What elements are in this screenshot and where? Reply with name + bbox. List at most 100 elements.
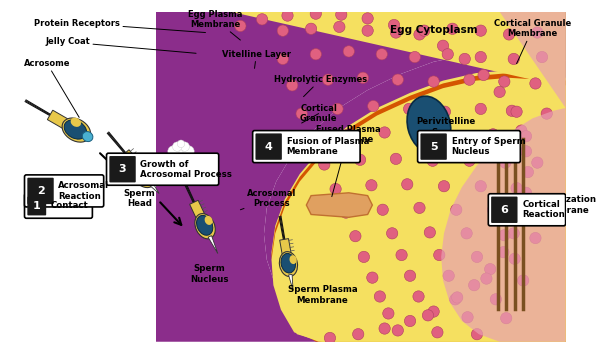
Polygon shape — [441, 12, 566, 342]
Circle shape — [475, 103, 487, 114]
Circle shape — [282, 10, 293, 21]
Polygon shape — [150, 183, 159, 194]
Text: 2: 2 — [37, 186, 44, 196]
Ellipse shape — [407, 96, 451, 154]
Circle shape — [428, 76, 439, 87]
Ellipse shape — [290, 255, 297, 264]
Polygon shape — [307, 193, 373, 217]
Circle shape — [532, 157, 543, 168]
Circle shape — [388, 19, 400, 31]
Circle shape — [536, 51, 548, 63]
Circle shape — [451, 204, 462, 215]
Circle shape — [518, 275, 529, 286]
Circle shape — [305, 23, 317, 34]
Circle shape — [424, 227, 436, 238]
Circle shape — [520, 146, 532, 157]
Circle shape — [343, 129, 355, 140]
Circle shape — [401, 178, 413, 190]
Text: Fused Plasma
Membrane: Fused Plasma Membrane — [316, 125, 381, 197]
Circle shape — [461, 228, 472, 239]
Polygon shape — [0, 12, 155, 342]
Circle shape — [472, 251, 482, 262]
Circle shape — [343, 46, 355, 57]
Polygon shape — [280, 239, 292, 256]
Circle shape — [362, 25, 373, 36]
FancyBboxPatch shape — [109, 156, 136, 182]
Polygon shape — [289, 274, 293, 290]
Circle shape — [415, 129, 426, 140]
Circle shape — [443, 270, 454, 281]
Circle shape — [434, 249, 445, 261]
Circle shape — [310, 8, 322, 19]
Circle shape — [475, 51, 487, 63]
Circle shape — [235, 20, 246, 32]
Text: Entry of Sperm
Nucleus: Entry of Sperm Nucleus — [452, 137, 525, 156]
Circle shape — [414, 29, 425, 40]
Circle shape — [475, 181, 487, 192]
Circle shape — [358, 251, 370, 262]
Circle shape — [419, 25, 430, 36]
Circle shape — [353, 329, 364, 340]
FancyBboxPatch shape — [256, 133, 282, 160]
Circle shape — [499, 230, 510, 241]
Ellipse shape — [64, 120, 86, 139]
Circle shape — [355, 154, 366, 166]
Circle shape — [413, 291, 424, 302]
Circle shape — [427, 155, 439, 166]
Text: Egg Cytoplasm: Egg Cytoplasm — [390, 25, 478, 35]
Circle shape — [530, 232, 541, 244]
Circle shape — [520, 207, 532, 218]
Ellipse shape — [195, 214, 215, 239]
Text: Fusion of Plasma
Membrane: Fusion of Plasma Membrane — [287, 137, 369, 156]
Ellipse shape — [71, 118, 81, 127]
Circle shape — [487, 129, 499, 140]
FancyBboxPatch shape — [488, 194, 566, 226]
Circle shape — [498, 246, 509, 258]
FancyBboxPatch shape — [491, 197, 518, 223]
Circle shape — [500, 313, 512, 324]
Circle shape — [409, 51, 421, 63]
Text: 5: 5 — [430, 142, 437, 152]
Ellipse shape — [281, 253, 296, 273]
Circle shape — [487, 204, 499, 215]
Text: 3: 3 — [119, 164, 127, 174]
Text: Cortical
Granule: Cortical Granule — [300, 104, 337, 123]
Polygon shape — [208, 236, 218, 253]
Circle shape — [310, 49, 322, 60]
Circle shape — [449, 294, 461, 305]
Circle shape — [437, 40, 449, 51]
Circle shape — [475, 25, 487, 36]
Circle shape — [472, 329, 482, 340]
Circle shape — [374, 291, 386, 302]
Circle shape — [464, 74, 475, 85]
Circle shape — [277, 53, 289, 65]
Circle shape — [509, 253, 520, 265]
Circle shape — [439, 181, 449, 192]
FancyBboxPatch shape — [107, 153, 218, 185]
Circle shape — [362, 13, 373, 24]
Circle shape — [367, 272, 378, 283]
Circle shape — [383, 308, 394, 319]
Circle shape — [520, 187, 532, 198]
Ellipse shape — [131, 162, 155, 188]
Circle shape — [439, 106, 451, 117]
Circle shape — [379, 323, 390, 334]
Text: Growth of
Acrosomal Process: Growth of Acrosomal Process — [140, 160, 232, 179]
Polygon shape — [121, 150, 141, 170]
Circle shape — [508, 228, 520, 239]
Circle shape — [464, 155, 475, 166]
Circle shape — [322, 74, 334, 85]
FancyBboxPatch shape — [25, 175, 104, 207]
Circle shape — [319, 159, 330, 170]
Circle shape — [277, 25, 289, 36]
Circle shape — [478, 69, 489, 80]
Circle shape — [494, 86, 505, 98]
FancyBboxPatch shape — [418, 131, 520, 163]
Text: Cortical
Reaction: Cortical Reaction — [522, 200, 565, 219]
Polygon shape — [231, 12, 566, 342]
Circle shape — [452, 131, 463, 142]
Polygon shape — [259, 12, 566, 342]
Ellipse shape — [82, 132, 93, 142]
Circle shape — [403, 103, 415, 114]
Circle shape — [404, 270, 416, 281]
